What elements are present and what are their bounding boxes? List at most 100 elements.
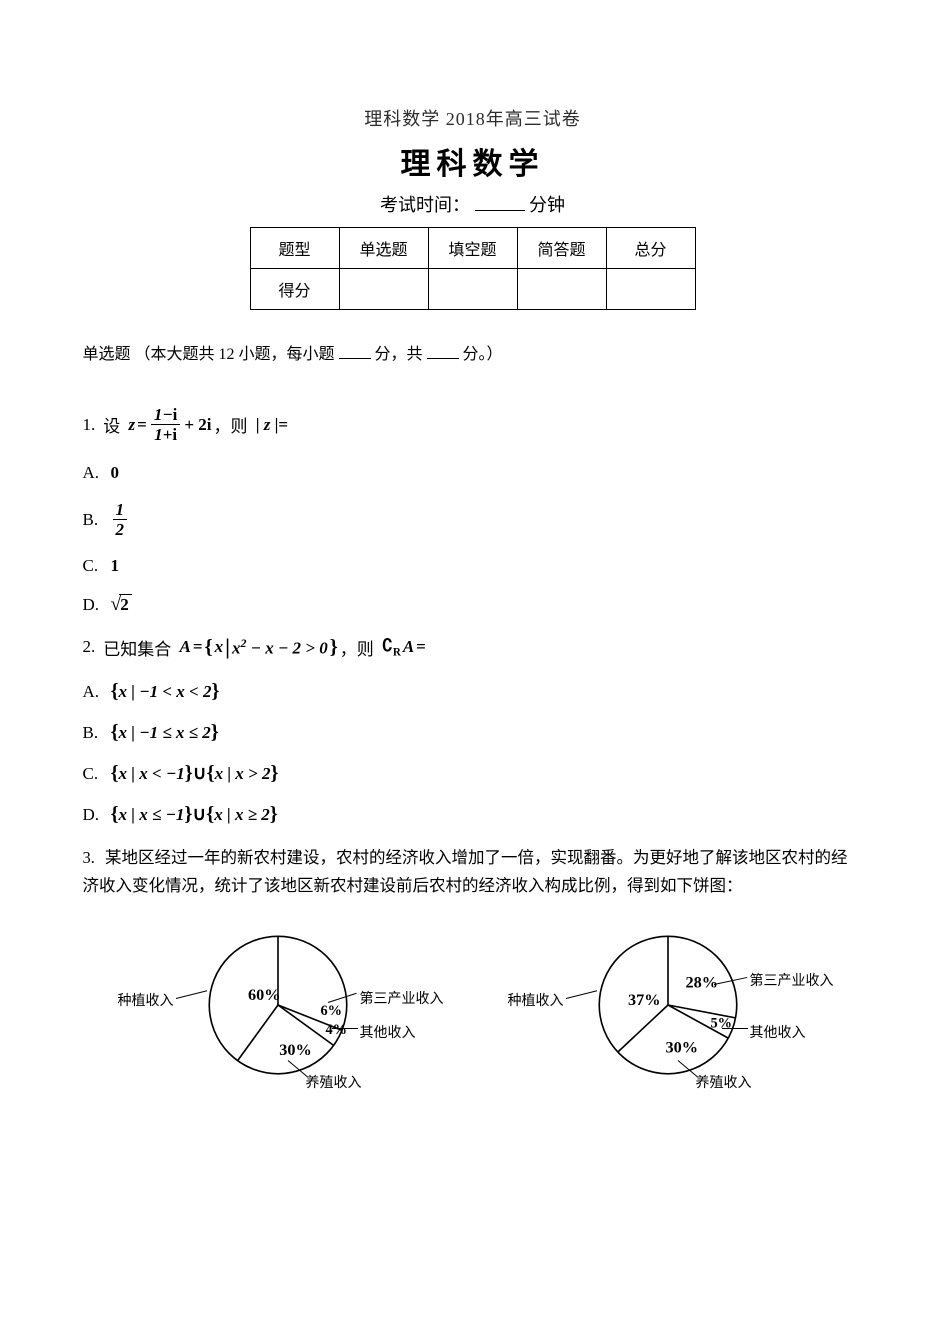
- q2-opt-b: B. { x | −1 ≤ x ≤ 2 }: [83, 721, 863, 744]
- q1-a-val: 0: [111, 463, 120, 483]
- pie2-label-third: 第三产业收入: [750, 970, 834, 990]
- p6: 6%: [320, 1003, 342, 1019]
- q2d-right: x | x ≥ 2: [214, 805, 270, 825]
- pie1-label-third: 第三产业收入: [360, 988, 444, 1008]
- time-blank: [475, 192, 525, 211]
- q1-frac-den: 1+i: [151, 426, 180, 443]
- complement-icon: ∁R: [382, 636, 401, 658]
- pie1-label-breed: 养殖收入: [306, 1072, 362, 1092]
- opt-letter-d: D.: [83, 595, 111, 615]
- p60: 60%: [248, 986, 281, 1004]
- section-intro: 单选题 （本大题共 12 小题，每小题 分，共 分。）: [83, 340, 863, 364]
- q1-fraction: 1−i 1+i: [151, 406, 181, 443]
- time-suffix: 分钟: [529, 195, 565, 215]
- q1-plus: + 2i: [184, 415, 211, 435]
- opt-letter-a2: A.: [83, 682, 111, 702]
- lead-line: [332, 1028, 358, 1029]
- pie2-label-plant: 种植收入: [508, 990, 564, 1010]
- q1-opt-b: B. 1 2: [83, 501, 863, 538]
- q1-num: 1.: [83, 415, 96, 435]
- q2c-right: x | x > 2: [215, 764, 271, 784]
- q1-frac-num: 1−i: [151, 406, 181, 423]
- pie-charts-row: 60% 30% 4% 6% 种植收入 养殖收入 其他收入 第三产业收入: [83, 930, 863, 1110]
- pie-chart-before: 60% 30% 4% 6% 种植收入 养殖收入 其他收入 第三产业收入: [118, 930, 438, 1110]
- q3-text: 某地区经过一年的新农村建设，农村的经济收入增加了一倍，实现翻番。为更好地了解该地…: [83, 848, 848, 895]
- q2-lead: 已知集合: [103, 635, 171, 660]
- q2-Aeq: A: [403, 637, 414, 657]
- score-th-total: 总分: [606, 228, 695, 269]
- q2c-left: x | x < −1: [119, 764, 185, 784]
- q2-opt-c: C. { x | x < −1 } ∪ { x | x > 2 }: [83, 762, 863, 785]
- q1-lead: 设: [103, 412, 120, 437]
- q1-z: z: [129, 415, 136, 435]
- p37: 37%: [628, 991, 661, 1009]
- union-icon: ∪: [192, 804, 206, 826]
- brace: }: [184, 803, 192, 826]
- q1-c-val: 1: [111, 556, 120, 576]
- q1-d-sqrt: √ 2: [111, 594, 132, 616]
- intro-prefix: 单选题 （本大题共 12 小题，每小题: [83, 346, 335, 363]
- time-prefix: 考试时间：: [380, 195, 470, 215]
- opt-letter-a: A.: [83, 463, 111, 483]
- p28: 28%: [685, 974, 718, 992]
- lead-line: [722, 1028, 748, 1029]
- q1-b-num: 1: [113, 501, 128, 518]
- q3-num: 3.: [83, 848, 95, 867]
- q2-eq2: =: [416, 637, 426, 657]
- brace: }: [271, 762, 279, 785]
- score-th-short: 简答题: [517, 228, 606, 269]
- brace: }: [270, 803, 278, 826]
- pie2-svg: 37% 30% 5% 28%: [593, 930, 743, 1080]
- score-cell-1: [339, 269, 428, 310]
- brace-close: }: [330, 636, 338, 659]
- opt-letter-b: B.: [83, 510, 111, 530]
- q2-eq: =: [193, 637, 203, 657]
- intro-blank-2: [427, 342, 459, 359]
- q1-abs: | z |=: [256, 415, 288, 435]
- p30: 30%: [665, 1039, 698, 1057]
- score-th-single: 单选题: [339, 228, 428, 269]
- q2-opt-d: D. { x | x ≤ −1 } ∪ { x | x ≥ 2 }: [83, 803, 863, 826]
- intro-blank-1: [339, 342, 371, 359]
- question-3: 3. 某地区经过一年的新农村建设，农村的经济收入增加了一倍，实现翻番。为更好地了…: [83, 844, 863, 900]
- q1-opt-c: C. 1: [83, 556, 863, 576]
- q2b-inner: x | −1 ≤ x ≤ 2: [119, 723, 211, 743]
- brace: }: [211, 721, 219, 744]
- q1-b-frac: 1 2: [113, 501, 128, 538]
- pie2-label-breed: 养殖收入: [696, 1072, 752, 1092]
- p5: 5%: [710, 1016, 732, 1032]
- opt-letter-c: C.: [83, 556, 111, 576]
- q2-opt-a: A. { x | −1 < x < 2 }: [83, 680, 863, 703]
- q1-d-val: 2: [119, 594, 132, 615]
- q1-eq: =: [137, 415, 147, 435]
- brace: {: [111, 762, 119, 785]
- q2-expr: x2 − x − 2 > 0: [232, 636, 328, 659]
- score-header-row: 题型 单选题 填空题 简答题 总分: [250, 228, 695, 269]
- q1-b-den: 2: [113, 521, 128, 538]
- pie2-label-other: 其他收入: [750, 1022, 806, 1042]
- question-2: 2. 已知集合 A = { x | x2 − x − 2 > 0 } ，则 ∁R…: [83, 634, 863, 660]
- brace: {: [207, 762, 215, 785]
- q2-num: 2.: [83, 637, 96, 657]
- brace: {: [111, 680, 119, 703]
- brace-open: {: [205, 636, 213, 659]
- score-th-type: 题型: [250, 228, 339, 269]
- opt-letter-b2: B.: [83, 723, 111, 743]
- brace: }: [211, 680, 219, 703]
- intro-suffix: 分。）: [463, 346, 503, 363]
- p4: 4%: [325, 1022, 347, 1038]
- q1-opt-d: D. √ 2: [83, 594, 863, 616]
- score-value-row: 得分: [250, 269, 695, 310]
- q2a-inner: x | −1 < x < 2: [119, 682, 212, 702]
- score-th-fill: 填空题: [428, 228, 517, 269]
- supertitle: 理科数学 2018年高三试卷: [83, 105, 863, 131]
- q2-A: A: [180, 637, 191, 657]
- q1-comma: ，则: [214, 412, 248, 437]
- q2-comma: ，则: [340, 635, 374, 660]
- exam-page: 理科数学 2018年高三试卷 理科数学 考试时间： 分钟 题型 单选题 填空题 …: [83, 0, 863, 1110]
- opt-letter-d2: D.: [83, 805, 111, 825]
- pie1-label-other: 其他收入: [360, 1022, 416, 1042]
- q1-opt-a: A. 0: [83, 463, 863, 483]
- intro-mid: 分，共: [375, 346, 423, 363]
- score-table: 题型 单选题 填空题 简答题 总分 得分: [250, 227, 696, 310]
